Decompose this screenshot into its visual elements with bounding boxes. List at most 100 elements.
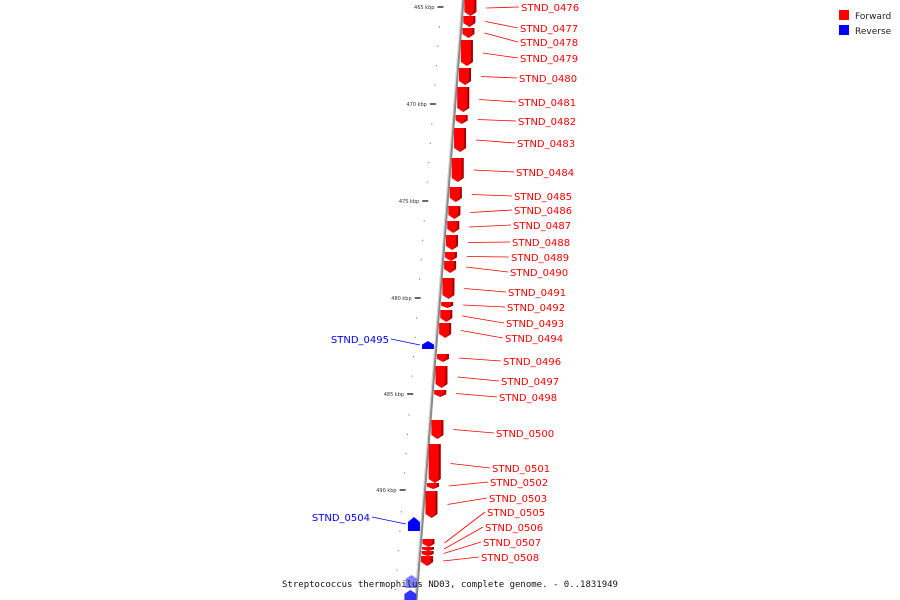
gene-forward-shade xyxy=(447,302,454,308)
gene-label-leader xyxy=(447,497,488,505)
genome-axis xyxy=(414,0,465,600)
gene-forward-shade xyxy=(428,539,435,547)
genome-caption: Streptococcus thermophilus ND03, complet… xyxy=(282,580,618,590)
gene-label-forward[interactable]: STND_0487 xyxy=(513,221,571,232)
gene-label-forward[interactable]: STND_0484 xyxy=(516,168,574,179)
gene-label-forward[interactable]: STND_0498 xyxy=(499,393,557,404)
gene-label-forward[interactable]: STND_0494 xyxy=(505,334,563,345)
gene-label-reverse[interactable]: STND_0495 xyxy=(331,335,389,346)
gene-label-forward[interactable]: STND_0496 xyxy=(503,357,561,368)
gene-forward-shade xyxy=(427,547,434,551)
gene-forward-shade xyxy=(453,221,460,233)
gene-forward-shade xyxy=(431,491,438,518)
gene-forward-shade xyxy=(432,483,439,489)
legend-reverse-label: Reverse xyxy=(855,27,892,37)
gene-forward[interactable] xyxy=(449,187,462,202)
gene-label-leader xyxy=(469,224,512,228)
gene-forward-shade xyxy=(460,128,467,152)
legend-forward-label: Forward xyxy=(855,12,891,22)
gene-label-forward[interactable]: STND_0500 xyxy=(496,429,554,440)
legend: Forward Reverse xyxy=(839,10,892,37)
gene-forward-shade xyxy=(470,0,477,16)
gene-reverse[interactable] xyxy=(407,517,420,531)
scale-tick-label: 465 kbp xyxy=(414,5,434,11)
gene-forward[interactable] xyxy=(425,491,438,518)
gene-forward[interactable] xyxy=(464,0,477,16)
scale-tick-minor xyxy=(396,569,398,571)
scale-tick-minor xyxy=(394,589,396,590)
gene-label-forward[interactable]: STND_0485 xyxy=(514,192,572,203)
gene-label-forward[interactable]: STND_0503 xyxy=(489,494,547,505)
gene-forward-shade xyxy=(450,261,457,273)
gene-forward-shade xyxy=(455,187,462,202)
gene-label-forward[interactable]: STND_0489 xyxy=(511,253,569,264)
gene-label-forward[interactable]: STND_0505 xyxy=(487,508,545,519)
gene-label-leader xyxy=(471,194,513,197)
scale-tick-label: 480 kbp xyxy=(391,296,411,302)
gene-label-leader xyxy=(467,241,511,243)
gene-forward[interactable] xyxy=(460,40,473,66)
gene-forward-shade xyxy=(450,252,457,261)
gene-forward[interactable] xyxy=(431,420,444,439)
gene-label-forward[interactable]: STND_0506 xyxy=(485,523,543,534)
scale-tick-minor xyxy=(397,550,399,552)
gene-forward-shade xyxy=(457,158,464,182)
scale-tick-minor xyxy=(420,259,422,261)
gene-forward[interactable] xyxy=(428,444,441,483)
gene-forward[interactable] xyxy=(454,128,467,152)
scale-tick-minor xyxy=(411,375,413,377)
gene-label-leader xyxy=(486,6,520,9)
scale-tick-minor xyxy=(408,414,410,416)
gene-label-forward[interactable]: STND_0501 xyxy=(492,464,550,475)
gene-forward-shade xyxy=(452,235,459,250)
gene-label-forward[interactable]: STND_0486 xyxy=(514,206,572,217)
gene-label-reverse[interactable]: STND_0504 xyxy=(312,513,370,524)
gene-label-forward[interactable]: STND_0488 xyxy=(512,238,570,249)
gene-label-forward[interactable]: STND_0490 xyxy=(510,268,568,279)
gene-label-forward[interactable]: STND_0502 xyxy=(490,478,548,489)
scale-tick-minor xyxy=(438,26,440,28)
gene-forward[interactable] xyxy=(442,278,455,299)
gene-label-leader xyxy=(479,99,517,103)
gene-forward[interactable] xyxy=(446,235,459,250)
gene-forward[interactable] xyxy=(435,366,448,388)
gene-label-forward[interactable]: STND_0497 xyxy=(501,377,559,388)
gene-label-leader xyxy=(443,526,484,550)
gene-label-forward[interactable]: STND_0483 xyxy=(517,139,575,150)
gene-label-leader xyxy=(371,516,407,525)
gene-label-forward[interactable]: STND_0491 xyxy=(508,288,566,299)
gene-label-forward[interactable]: STND_0493 xyxy=(506,319,564,330)
gene-forward-shade xyxy=(445,323,452,338)
gene-label-leader xyxy=(457,376,500,382)
gene-label-forward[interactable]: STND_0482 xyxy=(518,117,576,128)
gene-label-forward[interactable]: STND_0477 xyxy=(520,24,578,35)
gene-label-forward[interactable]: STND_0479 xyxy=(520,54,578,65)
gene-label-forward[interactable]: STND_0480 xyxy=(519,74,577,85)
gene-forward[interactable] xyxy=(439,323,452,338)
gene-label-leader xyxy=(443,541,482,554)
gene-reverse[interactable] xyxy=(421,341,434,349)
gene-forward[interactable] xyxy=(459,68,472,85)
gene-forward-shade xyxy=(448,278,455,299)
gene-label-forward[interactable]: STND_0508 xyxy=(481,553,539,564)
gene-forward-shade xyxy=(442,354,449,362)
scale-tick-minor xyxy=(435,65,437,67)
gene-forward-shade xyxy=(437,420,444,439)
gene-reverse[interactable] xyxy=(405,575,418,588)
scale-tick-minor xyxy=(434,84,436,86)
scale-tick-minor xyxy=(405,453,407,455)
gene-forward[interactable] xyxy=(457,87,470,112)
gene-label-leader xyxy=(443,556,480,562)
gene-label-forward[interactable]: STND_0481 xyxy=(518,98,576,109)
scale-tick-minor xyxy=(426,181,428,183)
scale-tick-minor xyxy=(423,220,425,222)
gene-label-forward[interactable]: STND_0507 xyxy=(483,538,541,549)
gene-label-forward[interactable]: STND_0476 xyxy=(521,3,579,14)
gene-label-forward[interactable]: STND_0478 xyxy=(520,38,578,49)
gene-forward[interactable] xyxy=(451,158,464,182)
gene-forward-shade xyxy=(427,556,434,566)
scale-tick-minor xyxy=(407,433,409,435)
gene-label-leader xyxy=(453,429,495,434)
gene-label-forward[interactable]: STND_0492 xyxy=(507,303,565,314)
gene-reverse[interactable] xyxy=(404,590,417,600)
